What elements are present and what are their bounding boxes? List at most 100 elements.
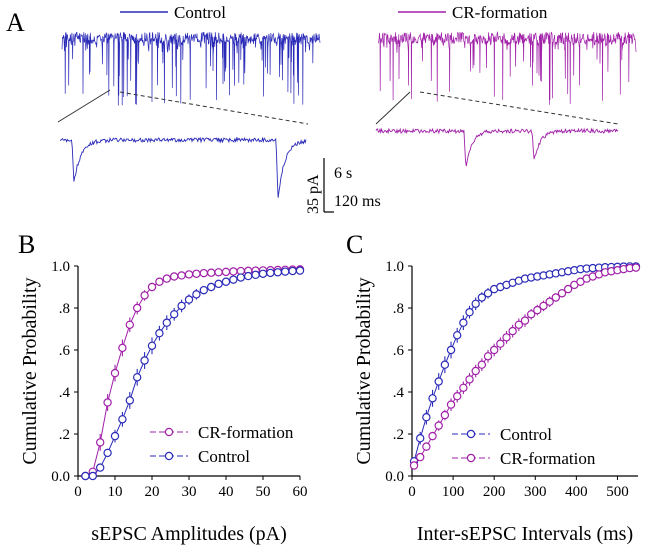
chart-c-cr-formation-point xyxy=(545,297,554,306)
chart-b-control-point xyxy=(243,271,253,281)
chart-c-x-tick-label: 0 xyxy=(408,484,416,500)
chart-b-x-tick-label: 0 xyxy=(74,484,82,500)
chart-b-cr-formation-point xyxy=(132,303,142,313)
chart-b-control-point xyxy=(88,471,98,481)
chart-c-y-tick-label: .4 xyxy=(393,385,405,401)
panel-c-label: C xyxy=(346,230,363,259)
chart-b-cr-formation-point xyxy=(110,368,120,378)
chart-c-cr-formation-point xyxy=(440,410,450,420)
chart-b-cr-formation-point xyxy=(162,274,171,283)
chart-b-cr-formation-point xyxy=(206,268,216,277)
chart-b-x-tick-label: 30 xyxy=(182,484,197,500)
chart-c-cr-formation-point xyxy=(428,431,437,441)
chart-c-cr-formation-point xyxy=(563,284,573,294)
control-expanded-trace xyxy=(59,136,307,198)
chart-b-cr-formation-point xyxy=(229,267,238,276)
chart-b-control-point xyxy=(266,268,275,278)
chart-c-cr-formation-point xyxy=(533,305,542,315)
chart-c-cr-formation-point xyxy=(557,289,567,298)
chart-c-control-point xyxy=(465,308,474,317)
chart-b-y-tick-label: .8 xyxy=(59,301,70,317)
chart-b-cr-formation-point xyxy=(169,272,179,281)
chart-c-y-tick-label: .8 xyxy=(393,301,404,317)
chart-b-control-point xyxy=(281,267,290,276)
chart-b-cr-formation-point xyxy=(221,267,231,277)
chart-b-control-point xyxy=(169,310,179,319)
chart-b-control-point xyxy=(132,373,142,382)
chart-c-control-point xyxy=(453,331,462,340)
chart-b-control-point xyxy=(95,463,105,472)
chart-b-control-point xyxy=(206,282,216,292)
scale-bar: 6 s 120 ms 35 pA xyxy=(305,158,381,214)
chart-b-x-tick-label: 60 xyxy=(293,484,308,500)
chart-b-control-point xyxy=(214,279,223,289)
chart-b-control-point xyxy=(295,266,305,275)
chart-b-control-point xyxy=(221,277,231,286)
chart-b-cr-formation-point xyxy=(155,277,164,286)
chart-b-cr-formation-point xyxy=(184,270,194,279)
chart-c-cr-formation-point xyxy=(502,333,511,342)
chart-c-control-point xyxy=(471,299,480,308)
chart-b-legend-cr-formation-label: CR-formation xyxy=(198,423,294,442)
chart-b-cr-formation-point xyxy=(214,268,223,277)
chart-c-cr-formation-point xyxy=(539,301,548,311)
chart-b-y-tick-label: 0.0 xyxy=(51,469,70,485)
chart-c-cr-formation-point xyxy=(471,366,480,376)
legend-control-label: Control xyxy=(174,3,226,22)
chart-c-cr-formation-point xyxy=(477,360,487,369)
chart-c-control-point xyxy=(428,394,437,403)
chart-b-control-point xyxy=(258,269,268,278)
chart-c-x-tick-label: 500 xyxy=(606,484,629,500)
chart-b-cr-formation-point xyxy=(118,343,127,353)
chart-c-cr-formation-point xyxy=(520,316,530,325)
chart-c-cr-formation-point xyxy=(453,392,462,401)
chart-b-control-point xyxy=(147,341,157,350)
chart-c-cr-formation-point xyxy=(416,452,425,462)
scale-label-6s: 6 s xyxy=(334,165,352,182)
chart-c-control-point xyxy=(446,345,456,355)
chart-c-legend-cr-formation-marker xyxy=(466,453,476,463)
chart-b-legend-cr-formation-marker xyxy=(164,427,174,437)
chart-c-legend-control-marker xyxy=(466,429,476,439)
control-zoom-line-left xyxy=(57,89,111,123)
chart-c-control-point xyxy=(416,434,425,443)
chart-c-x-axis-label: Inter-sEPSC Intervals (ms) xyxy=(417,523,633,545)
chart-b-control-point xyxy=(118,415,127,424)
chart-b-control-point xyxy=(251,270,260,280)
chart-b-x-tick-label: 10 xyxy=(108,484,123,500)
cr-zoom-line-right xyxy=(419,91,619,125)
control-long-trace xyxy=(61,31,321,106)
chart-c-cr-formation-point xyxy=(489,345,499,355)
chart-b-y-tick-label: .6 xyxy=(59,343,71,359)
chart-b-y-tick-label: .2 xyxy=(59,427,70,443)
chart-c-y-tick-label: .6 xyxy=(393,343,405,359)
chart-c-cr-formation-point xyxy=(434,421,443,430)
chart-c-cr-formation-point xyxy=(508,326,517,336)
chart-c-y-tick-label: .2 xyxy=(393,427,404,443)
chart-b-control-point xyxy=(162,318,171,327)
chart-b-legend-control-marker xyxy=(164,451,174,461)
chart-c-y-tick-label: 1.0 xyxy=(385,259,404,275)
chart-b-control-point xyxy=(81,471,90,481)
chart-b-cr-formation-point xyxy=(177,271,186,280)
chart-b-control-point xyxy=(155,329,164,338)
chart-b-control-point xyxy=(110,431,120,441)
chart-c-x-tick-label: 300 xyxy=(524,484,547,500)
chart-c-legend-cr-formation-label: CR-formation xyxy=(500,449,596,468)
chart-b-control-point xyxy=(192,290,201,299)
chart-c-cr-formation-point xyxy=(465,375,474,384)
cr-zoom-line-left xyxy=(375,91,411,125)
panel-b-label: B xyxy=(18,230,35,259)
chart-b-x-tick-label: 40 xyxy=(219,484,234,500)
control-zoom-line-right xyxy=(119,91,309,125)
legend-cr-formation: CR-formation xyxy=(398,3,548,22)
chart-b-cr-formation-point xyxy=(140,291,149,300)
scale-label-120ms: 120 ms xyxy=(334,193,381,210)
chart-b-x-tick-label: 20 xyxy=(145,484,160,500)
chart-b-legend-control-label: Control xyxy=(198,447,250,466)
chart-c-cr-formation-point xyxy=(514,320,524,329)
chart-b-control-point xyxy=(236,273,245,282)
chart-b-control-point xyxy=(288,266,297,276)
panel-a-label: A xyxy=(6,8,25,37)
